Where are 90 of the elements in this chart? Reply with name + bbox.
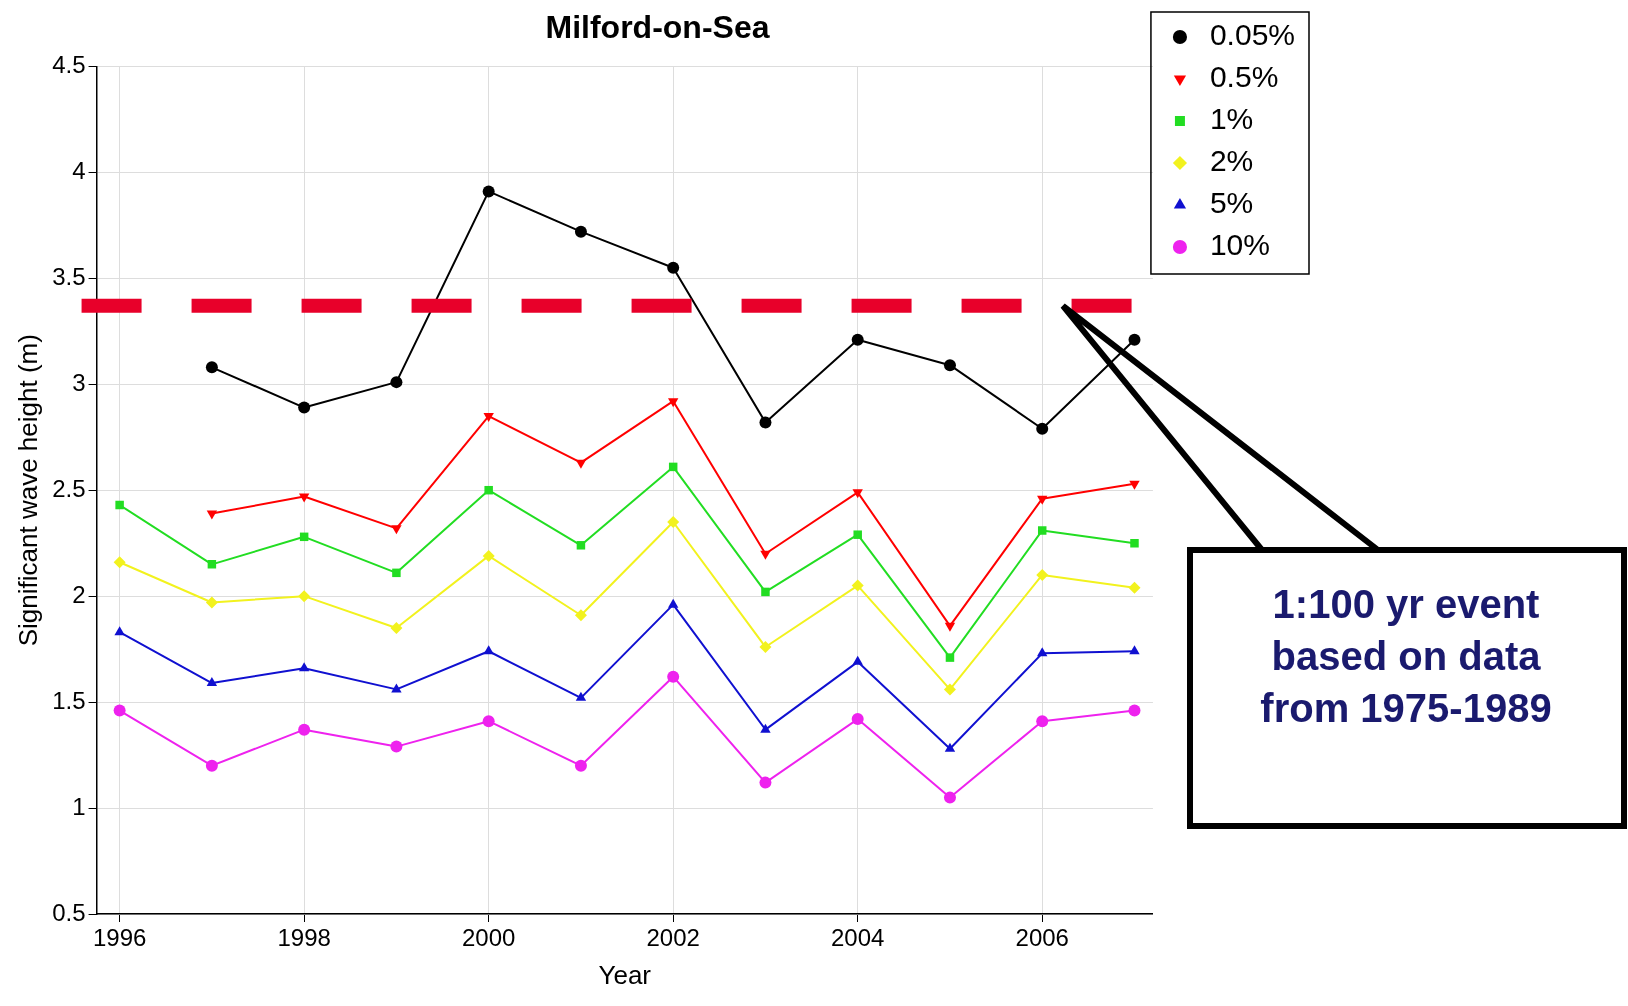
point: [1129, 645, 1140, 655]
text: 1:100 yr event based on data from 1975-1989: [1259, 581, 1553, 732]
point: [851, 333, 864, 346]
x-tick-label: 1996: [92, 924, 147, 952]
y-tick-label: 4.5: [52, 51, 86, 79]
y-tick-label: 4: [72, 156, 86, 184]
y-tick-label: 1.5: [52, 686, 86, 714]
legend-label: 1%: [1209, 102, 1254, 136]
point: [207, 560, 217, 569]
point: [1036, 422, 1049, 435]
point: [945, 653, 955, 662]
point: [944, 742, 956, 752]
point: [1037, 495, 1048, 505]
point: [574, 609, 587, 622]
point: [760, 550, 771, 560]
point: [574, 759, 587, 772]
point: [1036, 568, 1049, 581]
point: [205, 596, 218, 609]
point: [113, 704, 126, 717]
point: [483, 413, 494, 423]
point: [943, 683, 956, 696]
point: [1036, 715, 1049, 728]
point: [391, 525, 402, 535]
point: [1129, 480, 1140, 490]
x-tick-label: 2002: [646, 924, 700, 952]
point: [1037, 526, 1047, 535]
y-tick-label: 2: [72, 580, 86, 608]
point: [761, 587, 770, 597]
x-tick-label: 2000: [461, 924, 516, 952]
legend-label: 2%: [1209, 144, 1254, 178]
point: [852, 655, 863, 665]
point: [575, 691, 587, 701]
point: [667, 261, 680, 274]
point: [115, 500, 124, 510]
point: [667, 598, 679, 608]
y-tick-label: 2.5: [52, 474, 86, 502]
point: [114, 626, 125, 636]
point: [944, 622, 956, 632]
point: [576, 541, 586, 550]
x-tick-label: 2004: [831, 924, 885, 952]
point: [851, 579, 864, 592]
point: [392, 568, 401, 578]
point: [574, 225, 587, 238]
point: [298, 401, 311, 414]
point: [390, 376, 403, 389]
point: [759, 641, 772, 654]
legend-label: 5%: [1209, 186, 1254, 220]
point: [1128, 581, 1141, 594]
point: [484, 485, 493, 495]
point: [205, 361, 218, 374]
point: [943, 791, 956, 804]
x-tick-label: 2006: [1015, 924, 1069, 952]
point: [759, 416, 772, 429]
point: [575, 459, 587, 469]
legend-label: 0.05%: [1209, 18, 1296, 52]
point: [1128, 704, 1141, 717]
point: [390, 621, 403, 634]
legend-label: 0.5%: [1209, 60, 1279, 94]
point: [482, 549, 495, 562]
point: [298, 590, 311, 603]
point: [852, 489, 863, 499]
point: [667, 670, 680, 683]
x-tick-label: 1998: [277, 924, 331, 952]
y-tick-label: 0.5: [52, 898, 86, 926]
point: [667, 398, 679, 408]
point: [760, 723, 771, 733]
point: [1130, 538, 1139, 548]
point: [391, 683, 402, 693]
point: [298, 723, 311, 736]
point: [667, 515, 680, 528]
point: [113, 556, 126, 569]
y-axis-title: Significant wave height (m): [12, 334, 43, 647]
point: [851, 713, 864, 726]
chart-title: Milford-on-Sea: [545, 9, 770, 46]
y-tick-label: 1: [72, 792, 86, 820]
point: [759, 776, 772, 789]
legend-label: 10%: [1209, 228, 1270, 262]
x-axis-title: Year: [598, 959, 652, 990]
point: [482, 185, 495, 198]
point: [205, 759, 218, 772]
point: [483, 645, 494, 655]
point: [853, 530, 862, 539]
point: [298, 662, 310, 672]
point: [1128, 333, 1141, 346]
point: [482, 715, 495, 728]
point: [943, 359, 956, 372]
y-tick-label: 3: [72, 368, 86, 396]
y-tick-label: 3.5: [52, 262, 86, 290]
point: [390, 740, 403, 753]
point: [206, 677, 218, 687]
